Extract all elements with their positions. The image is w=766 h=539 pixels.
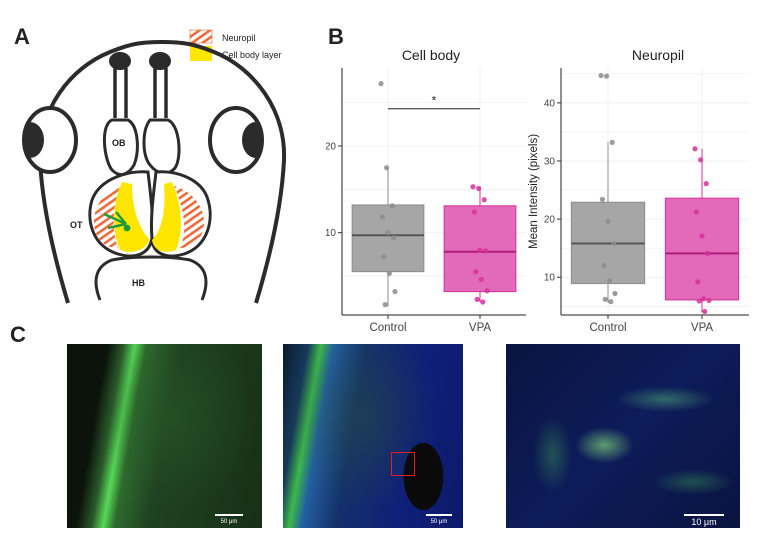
left-olfactory-tract (113, 68, 128, 118)
data-point (381, 254, 387, 260)
data-point (598, 72, 604, 79)
y-tick-label: 30 (544, 156, 556, 167)
box-vpa (664, 197, 740, 301)
data-point (605, 218, 611, 225)
scalebar-2 (426, 514, 452, 516)
data-point (608, 299, 614, 305)
box-plots: 10 20 Control VPA Cell body Mean Intensity (p… (326, 47, 749, 334)
data-point (384, 165, 390, 171)
data-point (378, 81, 384, 87)
data-point (609, 139, 615, 145)
right-olfactory-bulb (142, 118, 181, 175)
left-neuropil (94, 186, 120, 248)
label-ob: OB (112, 138, 126, 148)
box-control (351, 204, 425, 273)
left-nostril (109, 52, 131, 70)
scalebar-3 (684, 513, 724, 516)
data-point (483, 248, 489, 254)
label-hb: HB (132, 278, 145, 288)
data-point (602, 296, 608, 302)
micrograph-neuron-zoom: 10 μm (506, 344, 740, 528)
roi-highlight-box (391, 452, 415, 476)
data-point (481, 197, 487, 203)
left-eye-pupil (24, 122, 44, 158)
right-neuropil (174, 186, 204, 248)
panel-label-a: A (14, 24, 30, 49)
significance-label: * (432, 94, 437, 108)
data-point (473, 269, 479, 275)
data-point (478, 276, 484, 283)
data-point (699, 233, 705, 239)
x-tick-label: VPA (469, 322, 491, 334)
data-point (391, 235, 397, 241)
data-point (698, 157, 704, 163)
legend-label-neuropil: Neuropil (222, 33, 256, 43)
neuron-soma (123, 224, 131, 232)
scalebar-label-1: 50 μm (220, 519, 238, 525)
data-point (389, 203, 395, 209)
x-tick-label: VPA (691, 322, 713, 334)
data-point (693, 209, 699, 215)
data-point (604, 73, 610, 79)
legend-label-cell-body: Cell body layer (222, 50, 282, 60)
data-point (599, 196, 605, 202)
label-ot: OT (70, 220, 83, 230)
data-point (612, 290, 618, 297)
x-tick-label: Control (369, 322, 406, 334)
data-point (386, 270, 392, 276)
right-nostril (149, 52, 171, 70)
data-point (382, 302, 388, 308)
data-point (700, 296, 706, 302)
right-eye (208, 106, 264, 174)
data-point (480, 299, 486, 305)
brain-schematic: Neuropil Cell body layer OB OT HB (22, 29, 287, 304)
micrograph-tectum-green: 50 μm (67, 344, 262, 528)
micrograph-row: 50 μm 50 μm 10 μm (0, 335, 766, 539)
data-point (601, 263, 607, 269)
scalebar-label-3: 10 μm (691, 517, 717, 527)
chart-title: Cell body (402, 47, 460, 63)
data-point (379, 214, 385, 220)
y-tick-label: 20 (326, 142, 336, 153)
data-point (392, 289, 398, 295)
data-point (477, 247, 483, 253)
micrograph-tectum-merged: 50 μm (283, 344, 463, 528)
left-eye (22, 106, 78, 174)
right-cell-body-layer (152, 182, 181, 252)
data-point (611, 240, 617, 247)
panel-label-c: C (10, 322, 26, 347)
scalebar-1 (215, 514, 243, 516)
data-point (606, 278, 612, 284)
legend-swatch-neuropil (189, 29, 213, 44)
neuron-marker (103, 211, 127, 230)
right-eye-pupil (242, 122, 262, 158)
y-tick-label: 40 (544, 98, 556, 109)
y-axis-label: Mean Intensity (pixels) (528, 134, 540, 249)
data-point (703, 181, 709, 187)
data-point (696, 298, 702, 304)
y-tick-label: 20 (544, 215, 556, 226)
data-point (470, 184, 476, 190)
left-cell-body-layer (114, 182, 150, 252)
y-tick-label: 10 (326, 228, 336, 239)
y-tick-label: 10 (544, 273, 556, 284)
panel-label-b: B (328, 24, 344, 49)
right-olfactory-tract (153, 68, 168, 118)
data-point (474, 296, 480, 302)
x-tick-label: Control (589, 322, 626, 334)
data-point (484, 288, 490, 294)
data-point (705, 250, 711, 256)
data-point (702, 308, 708, 315)
data-point (695, 279, 701, 285)
data-point (471, 209, 477, 215)
data-point (692, 146, 698, 152)
scalebar-label-2: 50 μm (430, 519, 448, 525)
chart-title: Neuropil (632, 47, 684, 63)
data-point (706, 297, 712, 304)
data-point (476, 185, 482, 192)
data-point (385, 230, 391, 236)
hindbrain-outline (94, 255, 208, 301)
